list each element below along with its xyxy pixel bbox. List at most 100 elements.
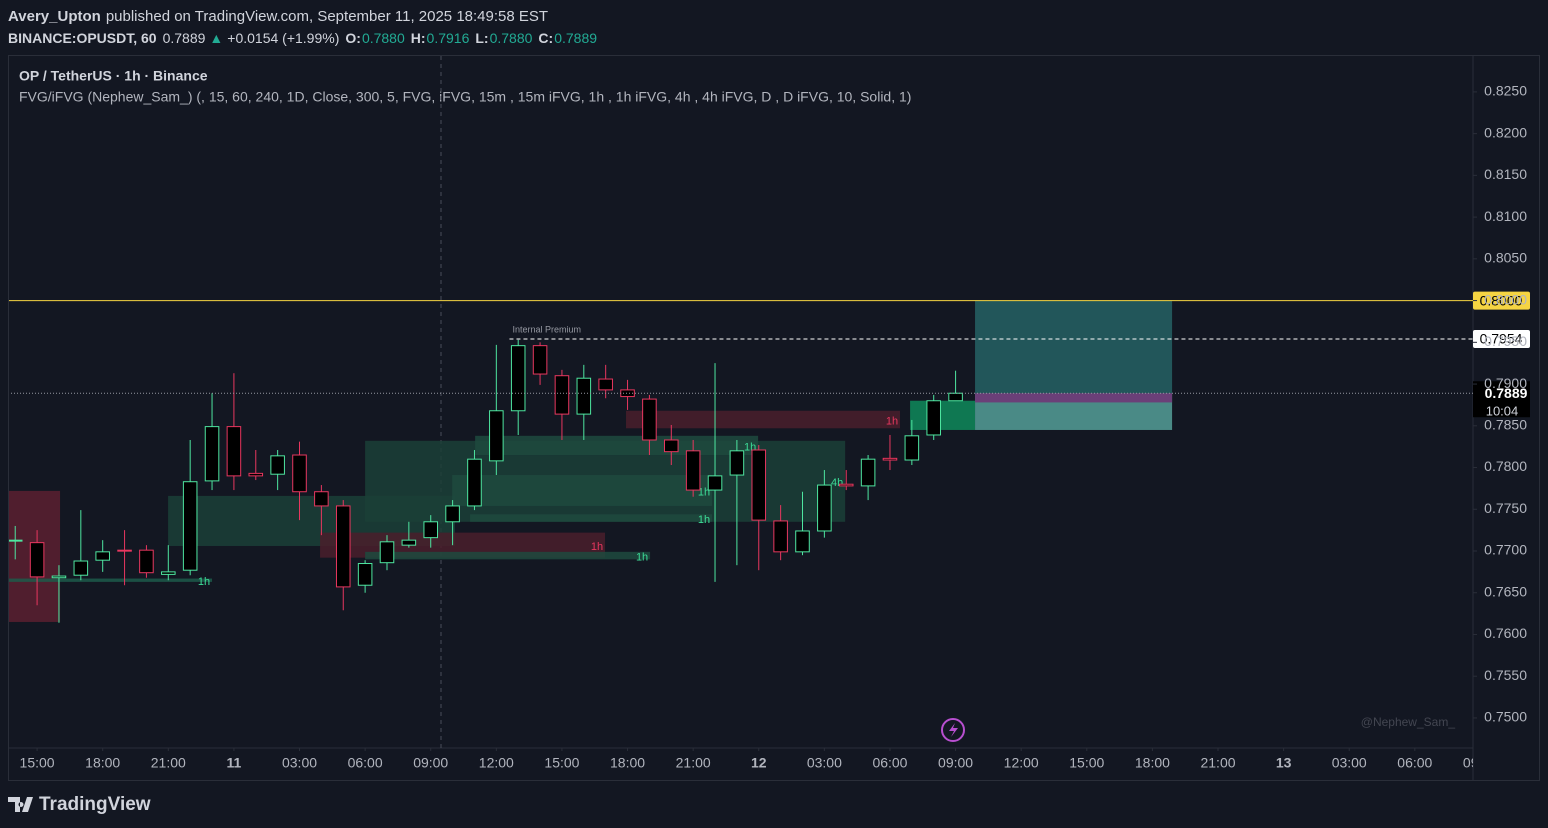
- position-target: [975, 300, 1173, 394]
- last-price-label: 0.7889: [1485, 385, 1528, 401]
- price-label: 0.8000: [1480, 292, 1523, 308]
- fvg-zone: [452, 475, 712, 506]
- candle-body: [707, 475, 723, 491]
- fvg-label: 1h: [886, 415, 898, 427]
- x-tick-label: 11: [226, 755, 241, 771]
- candle-body: [729, 450, 745, 476]
- candle-body: [182, 481, 198, 571]
- candle-body: [838, 483, 854, 487]
- candle-body: [401, 539, 417, 546]
- ohlc-value: 0.7880: [490, 30, 533, 46]
- y-tick-label: 0.7600: [1484, 625, 1527, 641]
- watermark: @Nephew_Sam_: [1361, 715, 1456, 729]
- last-price-bg: [1473, 381, 1530, 418]
- candle-body: [467, 458, 482, 507]
- replay-icon[interactable]: [941, 718, 965, 742]
- x-tick-label: 13: [1276, 755, 1292, 771]
- x-tick-label: 21:00: [676, 755, 711, 771]
- x-tick-label: 03:00: [1332, 755, 1367, 771]
- line-annotation: Internal Premium: [512, 324, 581, 334]
- y-tick-label: 0.7750: [1484, 500, 1527, 516]
- fvg-zone: [475, 435, 759, 456]
- change-icon: ▲: [209, 30, 223, 46]
- candle-body: [51, 575, 67, 579]
- x-tick-label: 06:00: [348, 755, 383, 771]
- price-label-bg: [1473, 329, 1530, 348]
- candle-body: [642, 398, 657, 441]
- candle-body: [948, 392, 963, 402]
- ohlc-label: L:: [475, 30, 488, 46]
- x-tick-label: 09:00: [413, 755, 448, 771]
- price-label-bg: [1473, 291, 1530, 310]
- y-tick-label: 0.8200: [1484, 124, 1527, 140]
- x-tick-label: 09:00: [938, 755, 973, 771]
- y-tick-label: 0.8000: [1484, 291, 1527, 307]
- candle-body: [204, 426, 220, 482]
- countdown: 10:04: [1486, 404, 1519, 419]
- candle-body: [489, 410, 504, 462]
- x-tick-label: 21:00: [1200, 755, 1235, 771]
- position-entry: [975, 393, 1173, 403]
- ohlc-value: 0.7916: [427, 30, 470, 46]
- candle-body: [95, 551, 110, 561]
- candle-body: [664, 439, 679, 453]
- fvg-label: 1h: [636, 551, 648, 563]
- x-tick-label: 03:00: [807, 755, 842, 771]
- candle-body: [270, 455, 285, 475]
- candle-body: [161, 571, 176, 575]
- footer-logo: [8, 797, 33, 812]
- candle-body: [73, 560, 89, 576]
- candle-body: [685, 450, 701, 491]
- candle-body: [751, 449, 767, 521]
- candle-body: [335, 505, 351, 588]
- y-tick-label: 0.7800: [1484, 458, 1527, 474]
- candle-body: [314, 491, 329, 507]
- fvg-zone: [470, 514, 712, 522]
- y-tick-label: 0.7950: [1484, 333, 1527, 349]
- y-tick-label: 0.8250: [1484, 83, 1527, 99]
- candle-body: [423, 521, 439, 539]
- ohlc-label: H:: [411, 30, 426, 46]
- x-tick-label: 18:00: [610, 755, 645, 771]
- y-tick-label: 0.8150: [1484, 166, 1527, 182]
- candle-body: [226, 426, 242, 477]
- y-tick-label: 0.7700: [1484, 542, 1527, 558]
- candle-body: [510, 345, 526, 412]
- fvg-label: 1h: [698, 514, 710, 526]
- candle-body: [904, 435, 920, 461]
- x-tick-label: 15:00: [544, 755, 579, 771]
- indicator-legend: FVG/iFVG (Nephew_Sam_) (, 15, 60, 240, 1…: [19, 89, 911, 105]
- candle-body: [139, 549, 154, 574]
- fvg-zone: [9, 578, 213, 582]
- x-tick-label: 15:00: [20, 755, 55, 771]
- x-tick-label: 18:00: [1135, 755, 1170, 771]
- x-tick-label: 12:00: [479, 755, 514, 771]
- y-tick-label: 0.7550: [1484, 667, 1527, 683]
- y-tick-label: 0.8050: [1484, 250, 1527, 266]
- legend-title: OP / TetherUS · 1h · Binance: [19, 68, 208, 84]
- candle-body: [357, 563, 373, 586]
- candle-body: [292, 454, 307, 493]
- quote-line: BINANCE:OPUSDT, 60 0.7889 ▲ +0.0154 (+1.99%…: [8, 30, 597, 46]
- author: Avery_Upton: [8, 8, 101, 25]
- time-axis: 15:00 18:00 21:00 11 03:00 06:00 09:00 12:00 15:…: [20, 748, 1473, 771]
- candle-body: [926, 400, 941, 436]
- candle-body: [773, 520, 788, 553]
- y-tick-label: 0.7500: [1484, 709, 1527, 725]
- candle-body: [29, 542, 45, 578]
- x-tick-label: 06:00: [1397, 755, 1432, 771]
- fvg-label: 4h: [831, 477, 843, 489]
- candle-body: [532, 345, 548, 375]
- fvg-zone: [626, 410, 901, 429]
- publish-line: Avery_Upton published on TradingView.com,…: [8, 8, 548, 25]
- ohlc-value: 0.7880: [362, 30, 405, 46]
- candle-body: [576, 377, 592, 415]
- ohlc-label: C:: [538, 30, 553, 46]
- candle-body: [117, 549, 132, 552]
- symbol: BINANCE:OPUSDT, 60: [8, 30, 157, 46]
- x-tick-label: 06:00: [872, 755, 907, 771]
- candle-body: [9, 539, 23, 542]
- x-tick-label: 15:00: [1069, 755, 1104, 771]
